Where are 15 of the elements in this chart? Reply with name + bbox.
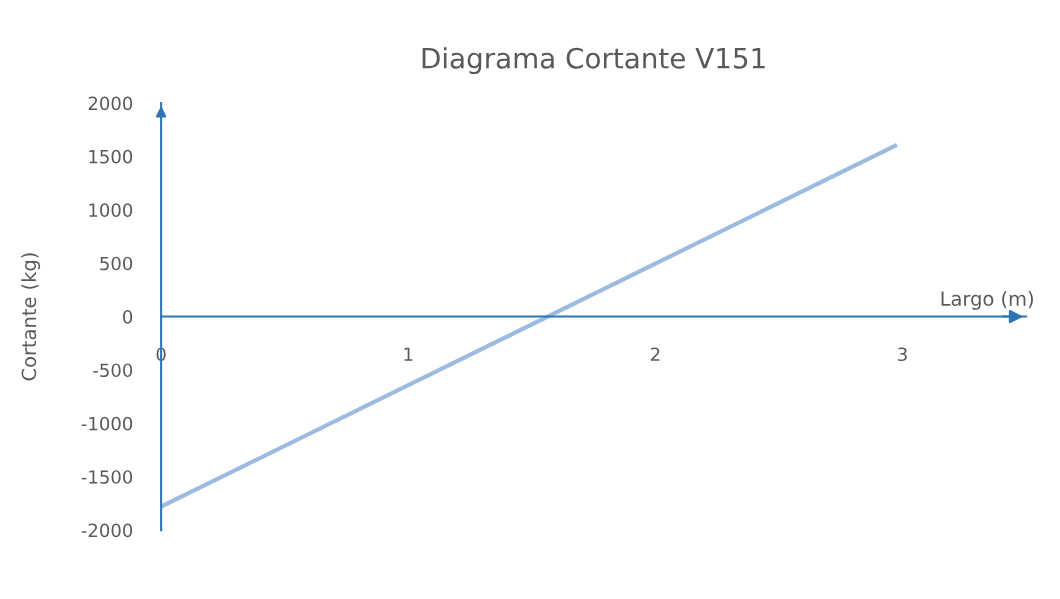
chart-title: Diagrama Cortante V151	[422, 47, 765, 75]
x-tick-label: 1	[404, 347, 413, 361]
y-tick-label: 1500	[89, 149, 133, 164]
x-tick-label: 2	[650, 347, 660, 361]
x-axis-title: Largo (m)	[941, 290, 1033, 310]
y-tick-label: -1500	[81, 470, 133, 484]
y-tick-label: 2000	[88, 96, 133, 111]
y-axis-title: Cortante (kg)	[21, 253, 41, 381]
y-tick-label: 500	[100, 256, 133, 271]
y-tick-label: 0	[123, 310, 133, 324]
y-tick-label: -2000	[81, 523, 133, 538]
x-tick-label: 3	[898, 347, 907, 362]
y-tick-label: 1000	[89, 203, 133, 217]
y-tick-label: -500	[93, 363, 133, 378]
y-tick-label: -1000	[81, 416, 133, 431]
